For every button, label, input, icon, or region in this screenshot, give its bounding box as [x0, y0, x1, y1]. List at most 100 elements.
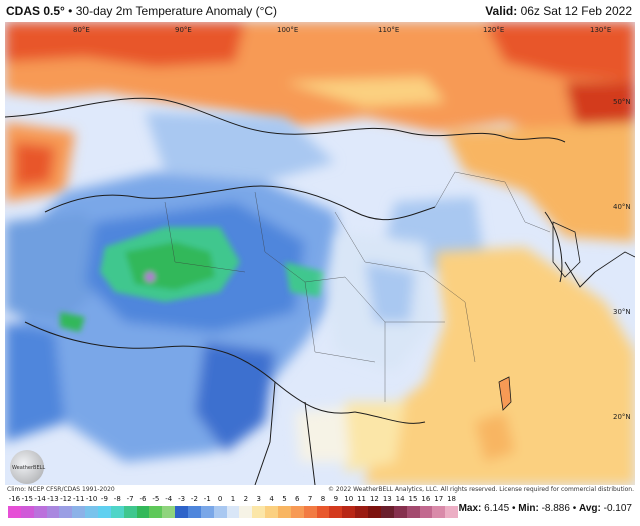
legend-ticks: -16 -15 -14 -13 -12 -11 -10 -9 -8 -7 -6 -5 -4 -3 -2 -1 0…	[8, 495, 468, 505]
legend-tick-label: 12	[369, 495, 379, 503]
legend-tick-label: -3	[178, 495, 186, 503]
valid-time: Valid: 06z Sat 12 Feb 2022	[485, 4, 632, 18]
avg-label: Avg:	[579, 503, 601, 514]
max-label: Max:	[458, 503, 482, 514]
legend-tick-label: 4	[269, 495, 274, 503]
warm-southeast-region	[295, 247, 635, 485]
min-value: -8.886	[541, 503, 570, 514]
province-borders	[164, 171, 551, 402]
taiwan-shape	[498, 376, 512, 411]
legend-tick-label: 16	[421, 495, 431, 503]
legend-color-bar	[8, 506, 459, 518]
legend-swatch	[316, 506, 330, 518]
warm-anomaly-region	[5, 22, 635, 242]
country-borders	[5, 97, 596, 485]
legend-tick-label: 6	[295, 495, 300, 503]
legend-tick-label: 11	[357, 495, 367, 503]
legend-tick-label: 1	[230, 495, 236, 503]
title-bar: CDAS 0.5° • 30-day 2m Temperature Anomal…	[0, 0, 640, 22]
korea-outline	[552, 221, 581, 278]
legend-swatch	[20, 506, 34, 518]
legend-swatch	[175, 506, 189, 518]
legend-tick-label: -1	[203, 495, 211, 503]
map-canvas: 80°E 90°E 100°E 110°E 120°E 130°E 50°N 4…	[5, 22, 635, 485]
lon-label-80: 80°E	[73, 26, 90, 34]
legend-tick-label: -15	[21, 495, 33, 503]
product-name: 30-day 2m Temperature Anomaly (°C)	[75, 4, 278, 18]
legend-tick-label: 9	[333, 495, 339, 503]
legend-tick-label: 17	[434, 495, 444, 503]
legend-swatch	[226, 506, 240, 518]
min-label: Min:	[518, 503, 539, 514]
legend-swatch	[162, 506, 176, 518]
lat-label-20: 20°N	[613, 413, 631, 421]
legend-swatch	[445, 506, 459, 518]
avg-value: -0.107	[603, 503, 632, 514]
legend-swatch	[213, 506, 227, 518]
legend-tick-label: 15	[408, 495, 418, 503]
legend-tick-label: 2	[243, 495, 249, 503]
legend-swatch	[355, 506, 369, 518]
legend-swatch	[432, 506, 446, 518]
legend-swatch	[33, 506, 47, 518]
legend-swatch	[8, 506, 21, 518]
lon-label-130: 130°E	[590, 26, 611, 34]
lon-label-110: 110°E	[378, 26, 399, 34]
lon-label-90: 90°E	[175, 26, 192, 34]
color-legend: -16 -15 -14 -13 -12 -11 -10 -9 -8 -7 -6 -5 -4 -3 -2 -1 0…	[8, 495, 468, 521]
legend-tick-label: 7	[307, 495, 313, 503]
lat-label-30: 30°N	[613, 308, 631, 316]
legend-swatch	[188, 506, 201, 518]
map-title: CDAS 0.5° • 30-day 2m Temperature Anomal…	[6, 4, 277, 18]
legend-tick-label: -16	[8, 495, 21, 503]
legend-tick-label: -8	[113, 495, 121, 503]
valid-label: Valid:	[485, 4, 518, 18]
legend-swatch	[303, 506, 317, 518]
lat-label-50: 50°N	[613, 98, 631, 106]
legend-swatch	[46, 506, 60, 518]
legend-tick-label: -11	[72, 495, 85, 503]
neutral-region	[325, 232, 435, 372]
legend-swatch	[342, 506, 356, 518]
legend-tick-label: 8	[320, 495, 326, 503]
legend-swatch	[393, 506, 407, 518]
legend-swatch	[419, 506, 433, 518]
legend-tick-label: 14	[395, 495, 405, 503]
legend-tick-label: -6	[139, 495, 147, 503]
legend-swatch	[72, 506, 86, 518]
climo-note: Climo: NCEP CFSR/CDAS 1991-2020	[7, 486, 115, 493]
legend-swatch	[123, 506, 137, 518]
logo-text: WeatherBELL	[12, 465, 46, 471]
strong-cold-anomaly	[60, 227, 325, 332]
legend-swatch	[329, 506, 343, 518]
legend-tick-label: -7	[126, 495, 134, 503]
legend-swatch	[278, 506, 291, 518]
legend-tick-label: -12	[60, 495, 72, 503]
legend-tick-label: 10	[344, 495, 354, 503]
legend-swatch	[290, 506, 304, 518]
legend-swatch	[200, 506, 214, 518]
anomaly-map[interactable]: 80°E 90°E 100°E 110°E 120°E 130°E 50°N 4…	[5, 22, 635, 485]
legend-tick-label: -14	[34, 495, 46, 503]
legend-tick-label: 5	[282, 495, 287, 503]
legend-tick-label: 0	[217, 495, 223, 503]
title-separator: •	[68, 4, 73, 18]
legend-swatch	[98, 506, 111, 518]
legend-swatch	[380, 506, 394, 518]
legend-swatch	[149, 506, 163, 518]
legend-tick-label: 13	[382, 495, 392, 503]
lat-label-40: 40°N	[613, 203, 631, 211]
legend-tick-label: -10	[85, 495, 98, 503]
legend-tick-label: -13	[47, 495, 59, 503]
legend-tick-label: 3	[256, 495, 261, 503]
legend-swatch	[265, 506, 279, 518]
lon-label-120: 120°E	[483, 26, 504, 34]
legend-tick-label: -2	[190, 495, 198, 503]
legend-swatch	[136, 506, 150, 518]
legend-swatch	[406, 506, 420, 518]
legend-tick-label: 18	[447, 495, 457, 503]
legend-tick-label: -4	[165, 495, 173, 503]
valid-time-value: 06z Sat 12 Feb 2022	[520, 4, 632, 18]
legend-swatch	[252, 506, 266, 518]
